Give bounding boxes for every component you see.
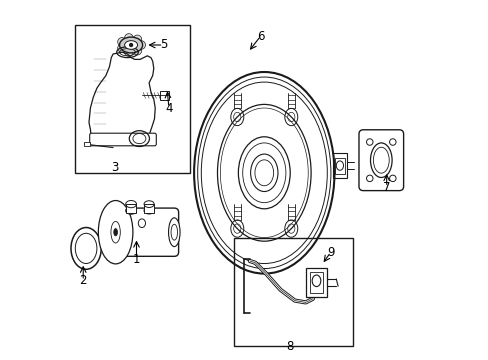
Circle shape <box>133 46 142 55</box>
Bar <box>306 268 326 297</box>
Bar <box>309 272 322 293</box>
FancyBboxPatch shape <box>107 208 178 256</box>
Bar <box>144 204 154 213</box>
Text: 6: 6 <box>256 30 264 42</box>
Text: 4: 4 <box>165 102 172 114</box>
Text: 3: 3 <box>111 161 119 174</box>
Ellipse shape <box>120 37 142 53</box>
Ellipse shape <box>104 211 126 254</box>
Bar <box>125 204 136 213</box>
Text: 7: 7 <box>382 181 389 194</box>
Ellipse shape <box>101 205 130 259</box>
Circle shape <box>124 48 133 56</box>
Circle shape <box>129 43 133 47</box>
Ellipse shape <box>138 219 145 228</box>
FancyBboxPatch shape <box>89 133 156 146</box>
Circle shape <box>118 44 126 53</box>
Circle shape <box>389 139 395 145</box>
Circle shape <box>118 37 126 46</box>
Circle shape <box>124 34 133 42</box>
Ellipse shape <box>168 218 180 247</box>
Ellipse shape <box>124 41 137 49</box>
Bar <box>335 158 344 174</box>
Text: 9: 9 <box>326 246 334 258</box>
Ellipse shape <box>98 201 133 264</box>
Circle shape <box>389 175 395 181</box>
Text: 8: 8 <box>285 340 293 353</box>
Ellipse shape <box>114 229 117 236</box>
Text: 5: 5 <box>160 39 167 51</box>
Circle shape <box>133 35 142 44</box>
Text: 2: 2 <box>80 274 87 287</box>
Ellipse shape <box>125 207 136 214</box>
Ellipse shape <box>107 216 122 248</box>
Bar <box>84 142 89 146</box>
Bar <box>332 153 346 178</box>
Text: 1: 1 <box>132 253 140 266</box>
Bar <box>233 238 352 346</box>
Ellipse shape <box>144 207 154 214</box>
Bar <box>160 91 168 100</box>
Bar <box>75 25 190 173</box>
Circle shape <box>137 41 145 49</box>
Circle shape <box>366 175 372 181</box>
FancyBboxPatch shape <box>358 130 403 190</box>
Circle shape <box>366 139 372 145</box>
